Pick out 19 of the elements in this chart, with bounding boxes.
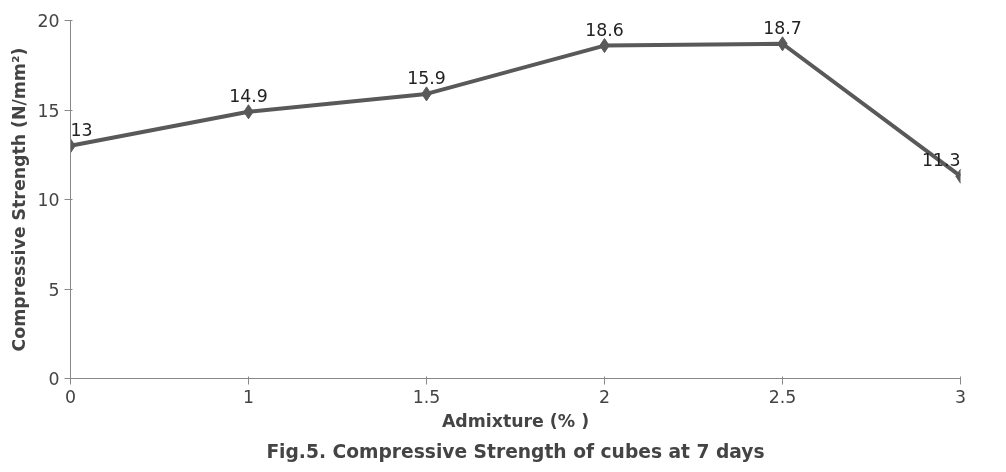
text: Fig.5. Compressive Strength of cubes at 7 days xyxy=(266,440,765,462)
y-tick-label: 10 xyxy=(37,190,60,210)
x-tick-label: 1.5 xyxy=(412,386,441,407)
x-tick-label: 2 xyxy=(598,386,611,407)
data-label: 15.9 xyxy=(407,67,446,88)
y-axis-title: Compressive Strength (N/mm²) xyxy=(9,47,30,352)
y-tick-label: 15 xyxy=(37,100,60,121)
x-axis-title: Admixture (% ) xyxy=(441,410,590,431)
y-tick-label: 0 xyxy=(48,369,60,389)
data-label: 13 xyxy=(70,119,93,140)
x-tick-label: 2.5 xyxy=(768,386,797,407)
data-label: 18.7 xyxy=(763,17,802,38)
x-tick-label: 0 xyxy=(64,386,77,407)
data-label: 14.9 xyxy=(229,85,268,106)
y-tick-label: 20 xyxy=(37,11,60,31)
data-label: 18.6 xyxy=(585,19,624,40)
x-tick-label: 3 xyxy=(954,386,967,407)
x-tick-label: 1 xyxy=(242,386,255,407)
y-tick-label: 5 xyxy=(48,279,60,300)
